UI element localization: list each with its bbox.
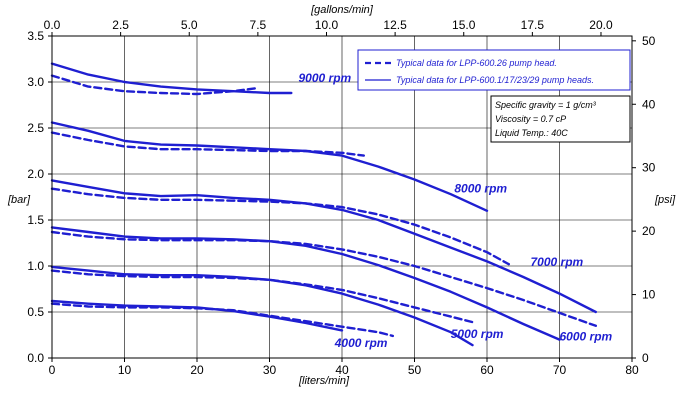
axis-layer: 0 10 20 30 40 50 60 70 80 0.0 2.5 5.0 7.5 10.0 12.5 15.…	[7, 4, 676, 387]
rpm-label-9000-rpm: 9000 rpm	[299, 71, 352, 85]
rpm-label-5000-rpm: 5000 rpm	[451, 327, 504, 341]
y-tick-label: 3.5	[27, 29, 44, 43]
x-tick-label: 60	[480, 363, 494, 377]
x2-tick-label: 10.0	[315, 18, 339, 32]
legend: Typical data for LPP-600.26 pump head. T…	[357, 49, 631, 91]
y-tick-label: 2.0	[27, 167, 44, 181]
x-tick-label: 0	[49, 363, 56, 377]
y-tick-label: 1.5	[27, 213, 44, 227]
rpm-label-6000-rpm: 6000 rpm	[560, 330, 613, 344]
y-tick-label: 1.0	[27, 259, 44, 273]
note-specific-gravity: Specific gravity = 1 g/cm³	[495, 100, 597, 110]
x2-tick-label: 20.0	[589, 18, 613, 32]
rpm-label-4000-rpm: 4000 rpm	[334, 336, 388, 350]
series-5000-rpm-dashed	[50, 269, 474, 324]
y-tick-label: 0.0	[27, 351, 44, 365]
x-tick-label: 50	[408, 363, 422, 377]
rpm-label-7000-rpm: 7000 rpm	[531, 255, 584, 269]
rpm-label-8000-rpm: 8000 rpm	[454, 181, 507, 195]
x2-tick-label: 15.0	[452, 18, 476, 32]
y-axis-title: [bar]	[7, 194, 31, 206]
conditions-note: Specific gravity = 1 g/cm³ Viscosity = 0…	[490, 95, 631, 143]
series-8000-rpm-solid	[50, 121, 489, 213]
y-tick-label: 2.5	[27, 121, 44, 135]
series-7000-rpm-solid	[50, 179, 597, 314]
x-tick-label: 80	[625, 363, 639, 377]
y2-tick-label: 50	[642, 34, 656, 48]
x-tick-label: 30	[263, 363, 277, 377]
series-layer	[50, 62, 597, 347]
series-9000-rpm-solid	[50, 62, 293, 95]
note-frame	[490, 95, 631, 143]
y2-tick-label: 0	[642, 351, 649, 365]
series-6000-rpm-solid	[50, 226, 561, 341]
x2-tick-label: 2.5	[112, 18, 129, 32]
x2-tick-label: 0.0	[44, 18, 61, 32]
x-axis-title: [liters/min]	[298, 375, 350, 387]
y2-tick-label: 10	[642, 288, 656, 302]
note-viscosity: Viscosity = 0.7 cP	[495, 114, 566, 124]
series-8000-rpm-dashed	[50, 131, 365, 157]
series-4000-rpm-dashed	[50, 302, 394, 338]
x2-tick-label: 5.0	[181, 18, 198, 32]
y-tick-label: 0.5	[27, 305, 44, 319]
y2-axis-title: [psi]	[654, 194, 676, 206]
legend-solid-label: Typical data for LPP-600.1/17/23/29 pump…	[396, 75, 594, 85]
series-6000-rpm-dashed	[50, 230, 597, 327]
legend-frame	[357, 49, 631, 91]
note-liquid-temp: Liquid Temp.: 40C	[495, 128, 568, 138]
y-tick-label: 3.0	[27, 75, 44, 89]
y2-tick-label: 30	[642, 161, 656, 175]
legend-dashed-label: Typical data for LPP-600.26 pump head.	[396, 58, 557, 68]
y2-tick-label: 20	[642, 224, 656, 238]
x-tick-label: 70	[553, 363, 567, 377]
series-7000-rpm-dashed	[50, 187, 510, 266]
x-tick-label: 10	[118, 363, 132, 377]
x2-tick-label: 12.5	[383, 18, 407, 32]
x2-tick-label: 7.5	[250, 18, 267, 32]
y2-tick-label: 40	[642, 97, 656, 111]
x2-axis-title: [gallons/min]	[310, 4, 374, 16]
label-layer: 9000 rpm 8000 rpm 7000 rpm 6000 rpm 5000 rpm…	[299, 71, 613, 350]
x2-tick-label: 17.5	[521, 18, 545, 32]
x-tick-label: 40	[335, 363, 349, 377]
series-9000-rpm-dashed	[50, 74, 257, 96]
x-tick-label: 20	[190, 363, 204, 377]
series-5000-rpm-solid	[50, 265, 474, 347]
